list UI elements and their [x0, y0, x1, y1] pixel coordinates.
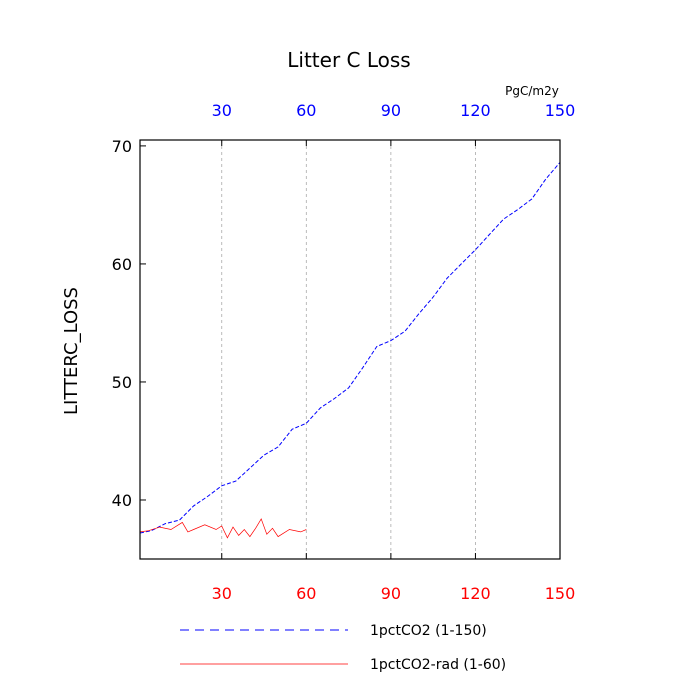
axis-ticks: 30 30 60 60 90 90 120 120 150 150 40 50 60 70	[112, 101, 576, 603]
grid-lines	[221, 140, 476, 559]
x-tick-label-top-90: 90	[381, 101, 401, 120]
x-tick-label-top-150: 150	[545, 101, 576, 120]
x-tick-label-bottom-150: 150	[545, 584, 576, 603]
y-tick-label-70: 70	[112, 137, 132, 156]
top-axis-units: PgC/m2y	[505, 84, 559, 98]
series-line-1pctco2	[139, 162, 561, 534]
y-tick-label-50: 50	[112, 373, 132, 392]
legend-label-1pctco2-rad: 1pctCO2-rad (1-60)	[370, 657, 506, 673]
plot-frame	[139, 139, 561, 560]
y-tick-label-40: 40	[112, 491, 132, 510]
x-tick-label-top-60: 60	[296, 101, 316, 120]
x-tick-label-top-120: 120	[460, 101, 491, 120]
x-tick-label-bottom-60: 60	[296, 584, 316, 603]
legend: 1pctCO2 (1-150) 1pctCO2-rad (1-60)	[180, 623, 506, 673]
chart-title: Litter C Loss	[287, 48, 410, 72]
x-tick-label-bottom-30: 30	[212, 584, 232, 603]
x-tick-label-bottom-120: 120	[460, 584, 491, 603]
y-tick-label-60: 60	[112, 255, 132, 274]
y-axis-label: LITTERC_LOSS	[61, 287, 82, 415]
x-tick-label-bottom-90: 90	[381, 584, 401, 603]
legend-label-1pctco2: 1pctCO2 (1-150)	[370, 623, 487, 639]
series-line-1pctco2-rad	[139, 518, 307, 539]
x-tick-label-top-30: 30	[212, 101, 232, 120]
series-layer	[139, 162, 561, 539]
